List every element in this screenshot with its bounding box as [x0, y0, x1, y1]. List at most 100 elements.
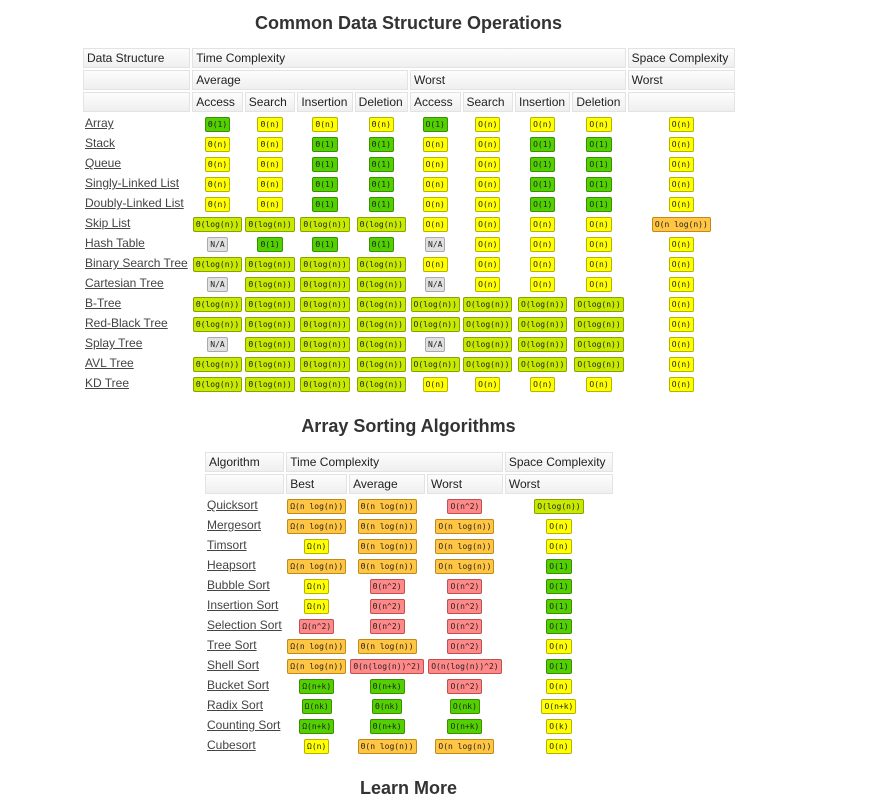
row-name-link[interactable]: Red-Black Tree — [85, 316, 168, 330]
complexity-badge: O(log(n)) — [518, 317, 568, 332]
complexity-badge: Θ(log(n)) — [245, 337, 295, 352]
row-name-link[interactable]: Queue — [85, 156, 122, 170]
complexity-cell: Θ(log(n)) — [297, 214, 352, 232]
complexity-cell: Θ(n) — [297, 114, 352, 132]
complexity-badge: Θ(n log(n)) — [357, 499, 417, 514]
complexity-badge: O(n) — [422, 157, 448, 172]
complexity-badge: Θ(n) — [204, 197, 231, 212]
data-structure-operations-table: Data Structure Time Complexity Space Com… — [81, 46, 737, 394]
row-name-cell: Red-Black Tree — [83, 314, 190, 332]
complexity-badge: O(n) — [668, 317, 694, 332]
complexity-cell: Θ(nk) — [349, 696, 425, 714]
complexity-badge: Θ(log(n)) — [356, 357, 406, 372]
row-name-link[interactable]: Array — [85, 116, 114, 130]
complexity-cell: O(n) — [410, 254, 461, 272]
complexity-cell: O(log(n)) — [515, 314, 570, 332]
row-name-link[interactable]: Counting Sort — [207, 718, 281, 732]
complexity-cell: Θ(log(n)) — [355, 214, 408, 232]
complexity-cell: Θ(n) — [245, 114, 296, 132]
complexity-cell: Θ(log(n)) — [192, 214, 243, 232]
table-row: Bubble Sort Ω(n) Θ(n^2) O(n^2) O(1) — [205, 576, 613, 594]
row-name-link[interactable]: Heapsort — [207, 558, 256, 572]
row-name-cell: Bucket Sort — [205, 676, 284, 694]
complexity-badge: O(1) — [422, 117, 448, 132]
table-row: B-Tree Θ(log(n)) Θ(log(n)) Θ(log(n)) Θ(log(n… — [83, 294, 735, 312]
complexity-cell: O(nk) — [427, 696, 503, 714]
row-name-link[interactable]: Doubly-Linked List — [85, 196, 184, 210]
complexity-badge: Θ(n) — [257, 137, 283, 152]
row-name-link[interactable]: Hash Table — [85, 236, 145, 250]
complexity-cell: Θ(1) — [297, 194, 352, 212]
complexity-cell: O(n) — [463, 194, 514, 212]
row-name-link[interactable]: Bubble Sort — [207, 578, 270, 592]
complexity-badge: O(n log(n)) — [435, 559, 495, 574]
complexity-cell: Ω(n) — [286, 536, 347, 554]
row-name-link[interactable]: Timsort — [207, 538, 247, 552]
row-name-link[interactable]: Insertion Sort — [207, 598, 279, 612]
row-name-link[interactable]: Bucket Sort — [207, 678, 270, 692]
complexity-badge: O(n) — [668, 377, 694, 392]
row-name-link[interactable]: Singly-Linked List — [85, 176, 180, 190]
row-name-link[interactable]: KD Tree — [85, 376, 130, 390]
complexity-cell: O(n) — [463, 254, 514, 272]
complexity-cell: O(n) — [463, 374, 514, 392]
row-name-link[interactable]: Stack — [85, 136, 116, 150]
complexity-badge: O(n) — [530, 257, 556, 272]
complexity-cell: Θ(log(n)) — [355, 314, 408, 332]
complexity-badge: O(n^2) — [447, 679, 483, 694]
complexity-cell: N/A — [410, 334, 461, 352]
complexity-cell: O(n) — [572, 374, 625, 392]
complexity-cell: O(n) — [463, 114, 514, 132]
row-name-link[interactable]: Selection Sort — [207, 618, 282, 632]
complexity-cell: Θ(n log(n)) — [349, 496, 425, 514]
row-name-link[interactable]: Splay Tree — [85, 336, 143, 350]
row-name-link[interactable]: Cartesian Tree — [85, 276, 164, 290]
complexity-cell: O(n^2) — [427, 676, 503, 694]
complexity-cell: O(n^2) — [427, 496, 503, 514]
complexity-badge: Ω(n log(n)) — [287, 559, 347, 574]
row-name-link[interactable]: Radix Sort — [207, 698, 264, 712]
complexity-badge: O(log(n)) — [574, 337, 624, 352]
complexity-cell: Θ(n+k) — [349, 676, 425, 694]
row-name-link[interactable]: B-Tree — [85, 296, 122, 310]
complexity-badge: Θ(1) — [312, 177, 338, 192]
complexity-cell: O(n) — [515, 114, 570, 132]
complexity-badge: Θ(log(n)) — [356, 277, 406, 292]
complexity-badge: Θ(n log(n)) — [357, 519, 417, 534]
complexity-cell: Θ(n log(n)) — [349, 636, 425, 654]
row-name-cell: Array — [83, 114, 190, 132]
complexity-badge: O(log(n)) — [518, 337, 568, 352]
complexity-badge: Θ(n) — [312, 117, 338, 132]
complexity-badge: Θ(1) — [368, 237, 394, 252]
complexity-cell: Θ(n(log(n))^2) — [349, 656, 425, 674]
table-row: Selection Sort Ω(n^2) Θ(n^2) O(n^2) O(1) — [205, 616, 613, 634]
complexity-cell: O(log(n)) — [410, 354, 461, 372]
row-name-link[interactable]: Quicksort — [207, 498, 258, 512]
complexity-badge: Θ(n^2) — [369, 599, 405, 614]
row-name-link[interactable]: AVL Tree — [85, 356, 134, 370]
row-name-link[interactable]: Mergesort — [207, 518, 262, 532]
row-name-link[interactable]: Binary Search Tree — [85, 256, 188, 270]
header-space-complexity: Space Complexity — [627, 48, 735, 68]
complexity-badge: O(1) — [546, 599, 572, 614]
row-name-cell: Counting Sort — [205, 716, 284, 734]
complexity-badge: O(nk) — [449, 699, 480, 714]
complexity-cell: Θ(1) — [297, 134, 352, 152]
complexity-cell: Θ(log(n)) — [355, 294, 408, 312]
complexity-badge: Θ(log(n)) — [300, 377, 350, 392]
row-name-link[interactable]: Tree Sort — [207, 638, 257, 652]
header-time-complexity: Time Complexity — [192, 48, 626, 68]
complexity-badge: Θ(1) — [312, 197, 338, 212]
complexity-badge: O(n) — [530, 277, 556, 292]
header-op: Deletion — [354, 92, 408, 112]
row-name-link[interactable]: Cubesort — [207, 738, 256, 752]
header-blank — [83, 92, 191, 112]
complexity-cell: O(n) — [628, 234, 735, 252]
complexity-badge: O(1) — [586, 137, 612, 152]
complexity-cell: O(n) — [505, 736, 613, 754]
complexity-cell: O(n log(n)) — [427, 516, 503, 534]
row-name-link[interactable]: Shell Sort — [207, 658, 260, 672]
complexity-badge: O(log(n)) — [463, 297, 513, 312]
row-name-link[interactable]: Skip List — [85, 216, 131, 230]
complexity-badge: Θ(1) — [312, 237, 338, 252]
